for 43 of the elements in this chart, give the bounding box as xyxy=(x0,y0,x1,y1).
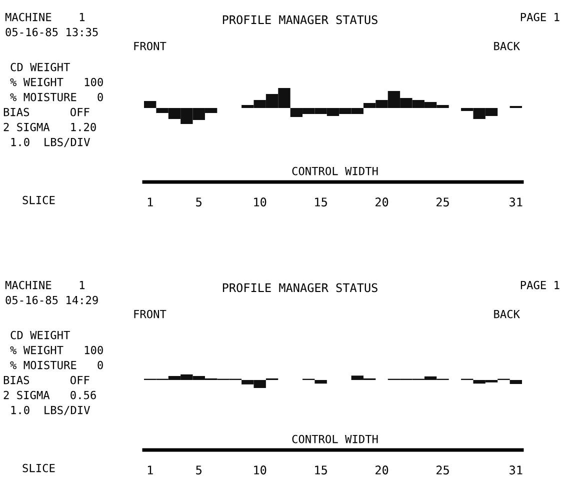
text: BACK xyxy=(494,310,520,318)
text: 2 SIGMA 1.20 xyxy=(4,122,96,132)
text: 2 SIGMA 0.56 xyxy=(4,390,96,400)
x-tick-label: 31 xyxy=(510,198,522,206)
text: CONTROL WIDTH xyxy=(292,434,378,444)
text: MACHINE 1 xyxy=(5,280,85,290)
text: CONTROL WIDTH xyxy=(292,166,378,176)
x-tick-label: 31 xyxy=(510,466,522,474)
x-tick-label: 15 xyxy=(315,198,327,206)
text: SLICE xyxy=(22,464,55,472)
x-tick-label: 20 xyxy=(376,466,388,474)
x-tick-label: 10 xyxy=(254,466,266,474)
x-tick-label: 1 xyxy=(148,198,153,206)
text: SLICE xyxy=(22,196,55,204)
text: % MOISTURE 0 xyxy=(10,360,103,370)
x-tick-label: 1 xyxy=(148,466,153,474)
text: MACHINE 1 xyxy=(5,12,85,22)
x-tick-label: 5 xyxy=(196,198,202,206)
text: 1.0 LBS/DIV xyxy=(11,138,90,148)
text: 1.0 LBS/DIV xyxy=(11,406,90,416)
text: % WEIGHT 100 xyxy=(10,346,103,354)
text: FRONT xyxy=(134,310,166,318)
text: BACK xyxy=(494,42,520,50)
text: % WEIGHT 100 xyxy=(10,78,103,86)
chart-title: PROFILE MANAGER STATUS xyxy=(222,283,378,292)
x-tick-label: 20 xyxy=(376,198,388,206)
text: FRONT xyxy=(134,42,166,50)
x-tick-label: 25 xyxy=(436,198,449,206)
text: % MOISTURE 0 xyxy=(10,92,103,102)
bar xyxy=(144,101,156,108)
text: BIAS OFF xyxy=(4,376,90,384)
text: 05-16-85 14:29 xyxy=(6,296,98,304)
text: PAGE 1 xyxy=(520,280,560,290)
chart-title: PROFILE MANAGER STATUS xyxy=(222,15,378,24)
text: 05-16-85 13:35 xyxy=(6,28,98,36)
text: PAGE 1 xyxy=(520,12,560,22)
text: CD WEIGHT xyxy=(10,330,70,340)
x-tick-label: 5 xyxy=(196,466,202,474)
text: BIAS OFF xyxy=(4,108,90,116)
x-tick-label: 25 xyxy=(436,466,449,474)
x-tick-label: 15 xyxy=(315,466,327,474)
x-tick-label: 10 xyxy=(254,198,266,206)
text: CD WEIGHT xyxy=(10,62,70,72)
